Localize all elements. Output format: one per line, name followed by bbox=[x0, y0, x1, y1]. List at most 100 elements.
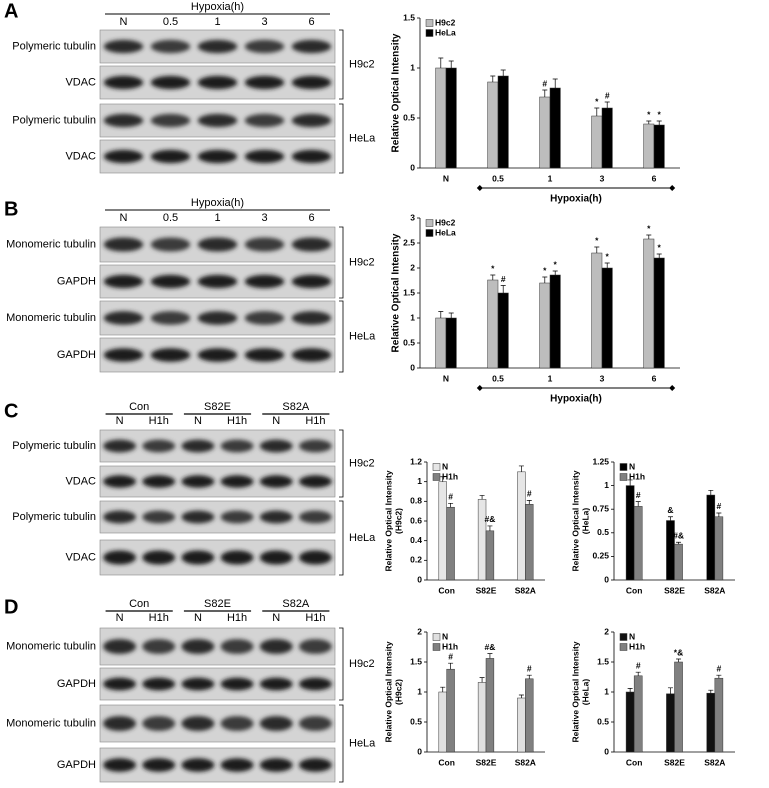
error-bar bbox=[448, 662, 454, 670]
legend-swatch bbox=[432, 643, 441, 651]
significance-marker: * bbox=[647, 223, 651, 233]
blot-band bbox=[103, 274, 144, 289]
blot-band bbox=[291, 274, 332, 289]
bar bbox=[517, 697, 526, 753]
blot-band bbox=[103, 39, 144, 54]
blot-band bbox=[150, 237, 191, 252]
blot-band bbox=[181, 758, 215, 772]
x-tick-label: S82E bbox=[664, 585, 685, 595]
legend-label: H1h bbox=[629, 641, 645, 651]
y-tick-label: 0 bbox=[604, 574, 609, 584]
blot-row-label: GAPDH bbox=[57, 759, 96, 771]
range-end bbox=[476, 185, 483, 191]
error-bar bbox=[656, 253, 662, 258]
x-tick-label: 6 bbox=[652, 173, 657, 183]
error-bar bbox=[500, 69, 506, 76]
significance-marker: #& bbox=[484, 514, 495, 524]
lane-label: N bbox=[194, 415, 202, 427]
y-tick-label: 1.5 bbox=[403, 12, 415, 22]
x-tick-label: Con bbox=[438, 757, 455, 767]
blot-band bbox=[244, 113, 285, 128]
lane-label: 1 bbox=[214, 212, 220, 224]
error-bar bbox=[448, 502, 454, 508]
legend-label: N bbox=[442, 461, 448, 471]
blot-band bbox=[103, 550, 137, 565]
blot-row-label: Monomeric tubulin bbox=[6, 640, 96, 652]
blot-row-label: GAPDH bbox=[57, 349, 96, 361]
legend-swatch bbox=[425, 19, 434, 27]
bar bbox=[487, 81, 499, 169]
blot-band bbox=[197, 311, 238, 325]
blot-band bbox=[150, 348, 191, 362]
panel-letter: B bbox=[4, 198, 18, 220]
blot-band bbox=[197, 237, 238, 252]
error-bar bbox=[635, 671, 641, 676]
cell-line-label: H9c2 bbox=[349, 658, 375, 670]
blot-band bbox=[181, 475, 215, 488]
bracket bbox=[339, 226, 344, 299]
y-tick-label: 2 bbox=[417, 626, 422, 636]
blot-band bbox=[244, 311, 285, 325]
bracket bbox=[339, 29, 344, 100]
blot-band bbox=[181, 550, 215, 565]
blot-band bbox=[103, 75, 144, 90]
blot-band bbox=[220, 439, 254, 453]
blot-band bbox=[259, 639, 293, 654]
x-tick-label: S82A bbox=[704, 585, 725, 595]
blot-band bbox=[291, 75, 332, 90]
y-tick-label: 2.5 bbox=[403, 237, 415, 247]
lane-label: 3 bbox=[261, 212, 267, 224]
x-tick-label: S82E bbox=[664, 757, 685, 767]
x-tick-label: S82E bbox=[476, 585, 497, 595]
blot-band bbox=[244, 274, 285, 289]
significance-marker: * bbox=[543, 265, 547, 275]
blot-band bbox=[259, 716, 293, 731]
x-tick-label: Con bbox=[626, 757, 643, 767]
y-tick-label: 1 bbox=[417, 476, 422, 486]
legend-swatch bbox=[432, 473, 441, 481]
legend-label: HeLa bbox=[435, 27, 456, 37]
legend-swatch bbox=[432, 633, 441, 641]
x-tick-label: Con bbox=[626, 585, 643, 595]
bar bbox=[445, 67, 457, 169]
blot-band bbox=[150, 39, 191, 54]
x-tick-label: 0.5 bbox=[492, 173, 504, 183]
significance-marker: # bbox=[636, 490, 641, 500]
blot-row-label: GAPDH bbox=[57, 678, 96, 690]
blot-band bbox=[259, 475, 293, 488]
significance-marker: * bbox=[491, 263, 495, 273]
bar bbox=[674, 543, 683, 581]
blot-band bbox=[220, 716, 254, 731]
blot-band bbox=[291, 311, 332, 325]
error-bar bbox=[526, 674, 532, 679]
lane-label: H1h bbox=[149, 415, 169, 427]
x-tick-label: 1 bbox=[548, 173, 553, 183]
x-tick-label: S82A bbox=[515, 585, 536, 595]
error-bar bbox=[594, 107, 600, 116]
blot-row-label: GAPDH bbox=[57, 275, 96, 287]
significance-marker: * bbox=[658, 109, 662, 119]
bar bbox=[485, 530, 495, 581]
error-bar bbox=[627, 688, 633, 692]
significance-marker: & bbox=[667, 505, 673, 515]
x-tick-label: 1 bbox=[548, 373, 553, 383]
lane-label: N bbox=[116, 612, 124, 624]
condition-label: Con bbox=[129, 598, 149, 610]
x-tick-label: N bbox=[443, 373, 449, 383]
x-tick-label: N bbox=[443, 173, 449, 183]
blot-band bbox=[220, 475, 254, 488]
y-tick-label: 0 bbox=[410, 362, 415, 372]
blot-strip bbox=[99, 747, 336, 783]
lane-label: H1h bbox=[227, 415, 247, 427]
significance-marker: # bbox=[527, 489, 532, 499]
significance-marker: * bbox=[658, 242, 662, 252]
significance-marker: # bbox=[501, 274, 506, 284]
blot-band bbox=[181, 439, 215, 453]
y-tick-label: 0.8 bbox=[410, 496, 422, 506]
error-bar bbox=[448, 60, 454, 68]
blot-band bbox=[150, 274, 191, 289]
error-bar bbox=[518, 465, 524, 472]
blot-band bbox=[220, 677, 254, 691]
error-bar bbox=[440, 476, 446, 482]
